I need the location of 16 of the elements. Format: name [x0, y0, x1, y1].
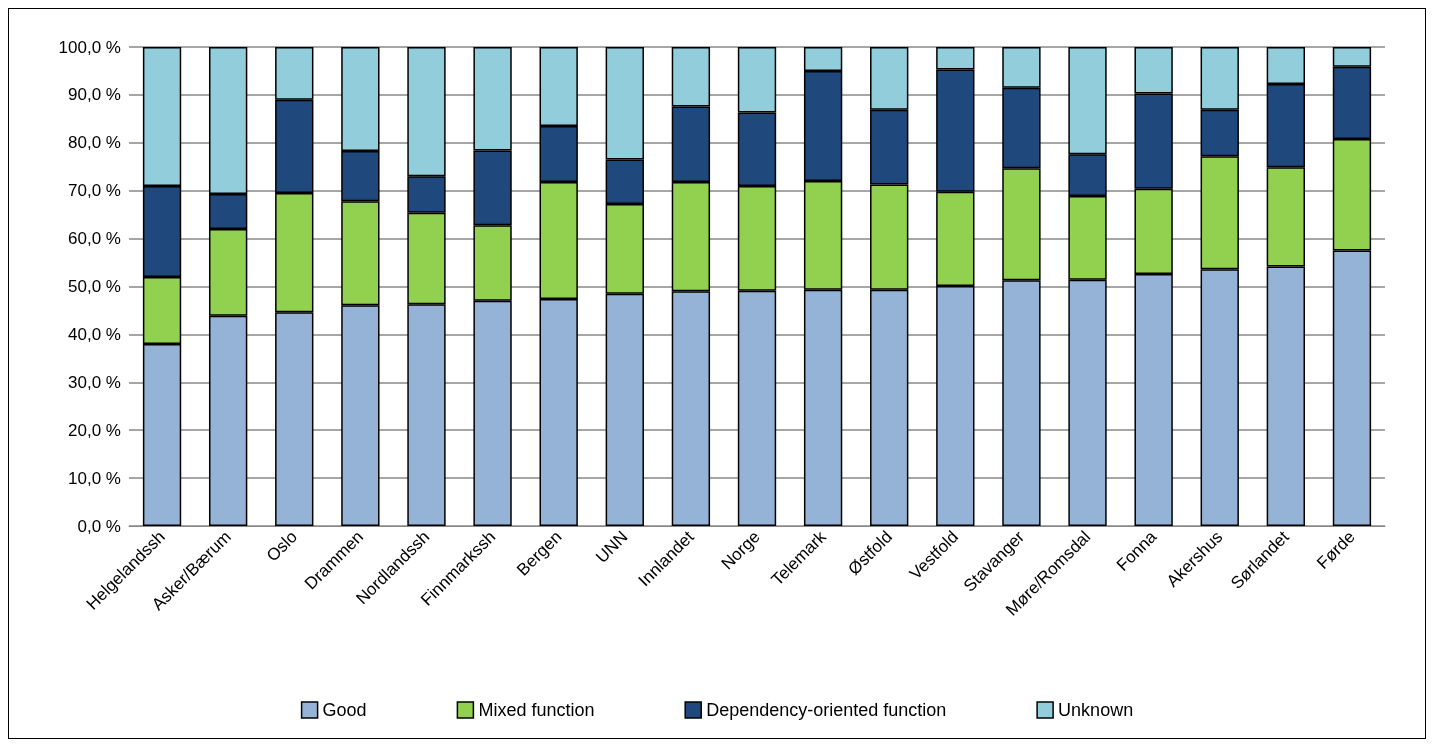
y-tick-label: 80,0 % [68, 133, 121, 153]
legend-label: Dependency-oriented function [706, 700, 947, 720]
y-tick-label: 30,0 % [68, 372, 121, 392]
y-tick-label: 100,0 % [58, 37, 121, 57]
x-tick-label: Oslo [262, 527, 301, 566]
y-tick-label: 10,0 % [68, 468, 121, 488]
legend-label: Mixed function [478, 700, 595, 720]
legend-label: Good [322, 700, 367, 720]
legend-label: Unknown [1058, 700, 1134, 720]
y-tick-label: 0,0 % [77, 516, 121, 536]
y-tick-label: 60,0 % [68, 229, 121, 249]
y-tick-label: 70,0 % [68, 181, 121, 201]
y-tick-label: 50,0 % [68, 277, 121, 296]
y-tick-label: 90,0 % [68, 85, 121, 105]
y-tick-label: 40,0 % [68, 324, 121, 344]
y-tick-label: 20,0 % [68, 420, 121, 440]
